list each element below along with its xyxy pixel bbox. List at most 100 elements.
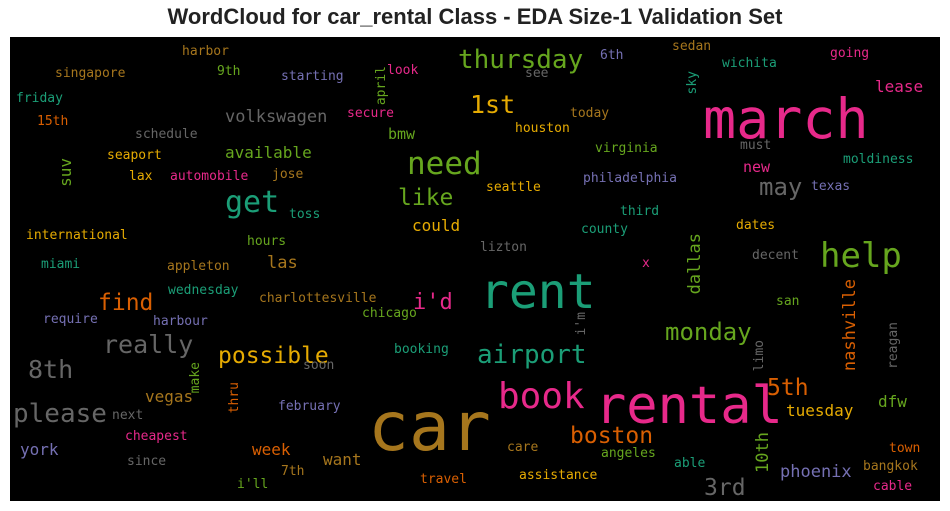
cloud-word-since: since [127,454,167,469]
cloud-word-chicago: chicago [362,306,417,321]
cloud-word-angeles: angeles [601,446,656,461]
cloud-word-harbor: harbor [182,44,229,59]
cloud-word-soon: soon [303,358,335,373]
cloud-word-8th: 8th [28,355,74,384]
cloud-word-thru: thru [227,382,242,414]
cloud-word-car: car [368,388,491,467]
cloud-word-lease: lease [875,77,924,96]
cloud-word-moldiness: moldiness [843,152,914,167]
cloud-word-sky: sky [685,71,700,95]
cloud-word-i-m: i'm [574,312,589,336]
cloud-word-miami: miami [41,257,81,272]
cloud-word-february: february [278,399,341,414]
cloud-word-able: able [674,456,706,471]
cloud-word-limo: limo [752,340,767,372]
cloud-word-going: going [830,46,870,61]
cloud-word-starting: starting [281,69,344,84]
cloud-word-thursday: thursday [458,45,584,75]
cloud-word-book: book [498,376,585,417]
cloud-word-york: york [20,440,59,459]
cloud-word-san: san [776,294,800,309]
cloud-word-cable: cable [873,479,913,494]
cloud-word-march: march [703,87,869,151]
cloud-word-jose: jose [272,167,304,182]
cloud-word-phoenix: phoenix [780,462,852,482]
cloud-word-wednesday: wednesday [168,283,239,298]
cloud-word-county: county [581,222,628,237]
cloud-word-must: must [740,138,772,153]
cloud-word-could: could [412,216,461,235]
cloud-word-i-d: i'd [413,290,453,315]
cloud-word-boston: boston [570,423,654,449]
cloud-word-i-ll: i'll [237,477,269,492]
cloud-word-require: require [43,312,98,327]
cloud-word-assistance: assistance [519,468,598,483]
cloud-word-vegas: vegas [145,387,194,406]
cloud-word-lax: lax [129,169,153,184]
cloud-word-need: need [407,146,482,182]
cloud-word-bmw: bmw [388,125,416,143]
cloud-word-really: really [103,330,194,359]
cloud-word-decent: decent [752,248,799,263]
cloud-word-airport: airport [477,340,587,370]
cloud-word-today: today [570,106,610,121]
cloud-word-houston: houston [515,121,570,136]
cloud-word-tuesday: tuesday [786,401,854,420]
cloud-word-philadelphia: philadelphia [583,171,677,186]
cloud-word-week: week [252,440,291,459]
cloud-word-lizton: lizton [480,240,527,255]
cloud-word-x: x [642,256,650,271]
cloud-word-schedule: schedule [135,127,198,142]
cloud-word-new: new [743,158,771,176]
cloud-word-look: look [387,63,419,78]
cloud-word-next: next [112,408,144,423]
cloud-word-dfw: dfw [878,392,907,411]
cloud-word-suv: suv [56,158,75,187]
cloud-word-like: like [398,185,454,211]
cloud-word-9th: 9th [217,64,241,79]
cloud-word-appleton: appleton [167,259,230,274]
cloud-word-cheapest: cheapest [125,429,188,444]
cloud-word-third: third [620,204,660,219]
cloud-word-charlottesville: charlottesville [259,291,377,306]
cloud-word-reagan: reagan [886,322,901,369]
cloud-word-toss: toss [289,207,321,222]
cloud-word-find: find [98,290,154,316]
cloud-word-travel: travel [420,472,467,487]
cloud-word-3rd: 3rd [704,475,746,501]
cloud-word-possible: possible [218,343,329,369]
cloud-word-international: international [26,228,128,243]
cloud-word-texas: texas [811,179,851,194]
cloud-word-please: please [13,399,107,429]
cloud-word-7th: 7th [281,464,305,479]
cloud-word-seattle: seattle [486,180,541,195]
chart-title: WordCloud for car_rental Class - EDA Siz… [167,4,783,29]
cloud-word-bangkok: bangkok [863,459,918,474]
cloud-word-booking: booking [394,342,449,357]
cloud-word-see: see [525,66,549,81]
cloud-word-care: care [507,440,539,455]
cloud-word-may: may [759,173,803,201]
cloud-word-get: get [225,185,280,220]
cloud-word-harbour: harbour [153,314,208,329]
cloud-word-seaport: seaport [107,148,162,163]
cloud-word-sedan: sedan [672,39,712,54]
cloud-word-town: town [889,441,921,456]
cloud-word-help: help [820,236,902,276]
cloud-word-want: want [323,450,362,469]
cloud-word-virginia: virginia [595,141,658,156]
wordcloud-canvas: car rental march rent book help need airport get… [10,37,940,501]
cloud-word-friday: friday [16,91,63,106]
cloud-word-volkswagen: volkswagen [225,107,328,127]
cloud-word-dates: dates [736,218,776,233]
cloud-word-6th: 6th [600,48,624,63]
cloud-word-1st: 1st [470,90,516,119]
cloud-word-available: available [225,143,312,162]
cloud-word-dallas: dallas [685,233,705,295]
cloud-word-hours: hours [247,234,287,249]
cloud-word-singapore: singapore [55,66,126,81]
cloud-word-rent: rent [480,264,596,320]
cloud-word-rental: rental [595,376,783,436]
cloud-word-5th: 5th [767,375,809,401]
cloud-word-secure: secure [347,106,394,121]
